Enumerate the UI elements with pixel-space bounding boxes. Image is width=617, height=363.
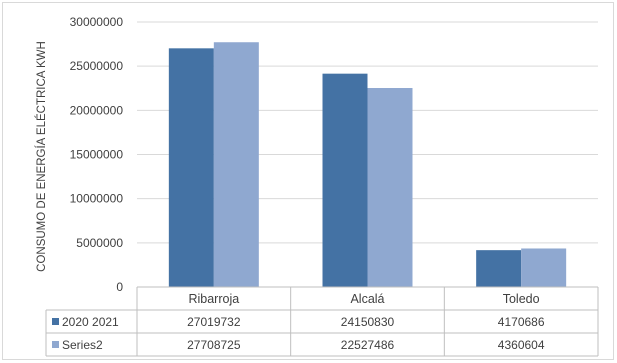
legend-label: 2020 2021: [62, 315, 119, 329]
legend-swatch: [52, 318, 59, 325]
bar: [521, 248, 567, 287]
y-axis-label: CONSUMO DE ENERGÍA ELÉCTRICA KWH: [35, 41, 48, 272]
y-tick-label: 5000000: [76, 236, 123, 250]
y-tick-label: 25000000: [70, 59, 124, 73]
x-tick-label: Toledo: [503, 292, 540, 306]
legend-label: Series2: [62, 338, 103, 352]
bar: [367, 88, 413, 288]
data-label: 27708725: [187, 338, 241, 352]
y-tick-label: 20000000: [70, 103, 124, 117]
bar: [476, 250, 522, 287]
data-label: 4360604: [498, 338, 545, 352]
chart-frame: [2, 2, 614, 360]
y-tick-label: 0: [116, 280, 123, 294]
y-tick-label: 30000000: [70, 15, 124, 29]
y-tick-label: 10000000: [70, 192, 124, 206]
y-tick-label: 15000000: [70, 148, 124, 162]
bar: [322, 73, 368, 288]
data-label: 4170686: [498, 315, 545, 329]
bar: [168, 48, 214, 287]
x-tick-label: Alcalá: [350, 292, 384, 306]
legend-swatch: [52, 341, 59, 348]
data-label: 22527486: [341, 338, 395, 352]
data-label: 27019732: [187, 315, 241, 329]
bar: [213, 42, 259, 288]
data-label: 24150830: [341, 315, 395, 329]
x-tick-label: Ribarroja: [188, 292, 239, 306]
